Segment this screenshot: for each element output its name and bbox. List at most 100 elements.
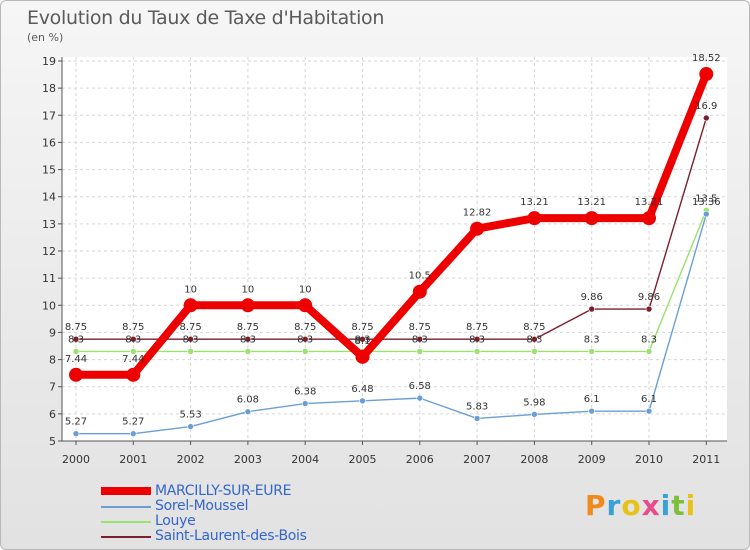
point-saint-laurent-2008 — [531, 335, 538, 343]
y-tick-label-11: 11 — [42, 272, 56, 285]
y-tick-label-9: 9 — [49, 326, 56, 339]
point-marcilly-2010 — [642, 211, 656, 226]
point-saint-laurent-2003 — [244, 335, 252, 343]
point-louye-2009 — [588, 348, 596, 355]
data-label-louye-2010: 8.3 — [641, 334, 657, 345]
point-louye-2004 — [301, 348, 309, 355]
point-saint-laurent-2006 — [416, 335, 424, 343]
x-tick-label-2007: 2007 — [463, 453, 491, 466]
data-label-marcilly-2009: 13.21 — [577, 197, 606, 208]
data-label-saint-laurent-2005: 8.75 — [351, 322, 373, 333]
data-label-sorel-2005: 6.48 — [351, 384, 373, 395]
x-tick-label-2004: 2004 — [291, 453, 319, 466]
data-label-louye-2006: 8.3 — [412, 334, 428, 345]
point-louye-2002 — [187, 348, 194, 355]
data-label-marcilly-2006: 10.5 — [409, 271, 431, 282]
point-marcilly-2004 — [298, 298, 313, 313]
point-sorel-2007 — [473, 415, 481, 422]
data-label-louye-2003: 8.3 — [240, 334, 256, 345]
data-label-sorel-2008: 5.98 — [523, 397, 545, 408]
data-label-marcilly-2010: 13.21 — [635, 197, 664, 208]
y-tick-label-8: 8 — [49, 354, 56, 367]
grid-lines — [62, 57, 727, 442]
chart-title: Evolution du Taux de Taxe d'Habitation — [27, 7, 385, 29]
y-tick-label-17: 17 — [42, 109, 56, 122]
point-sorel-2005 — [359, 397, 366, 405]
y-tick-label-6: 6 — [49, 408, 56, 421]
point-sorel-2008 — [531, 411, 538, 418]
x-tick-label-2005: 2005 — [349, 453, 377, 466]
data-label-saint-laurent-2003: 8.75 — [237, 322, 259, 333]
legend-label-louye: Louye — [155, 513, 196, 529]
x-tick-label-2009: 2009 — [578, 453, 606, 466]
data-label-saint-laurent-2000: 8.75 — [65, 322, 87, 333]
x-tick-label-2000: 2000 — [62, 453, 90, 466]
point-marcilly-2000 — [69, 367, 83, 382]
legend-label-sorel: Sorel-Moussel — [155, 498, 249, 514]
logo-letter: t — [671, 489, 686, 522]
y-tick-label-10: 10 — [42, 299, 56, 312]
y-tick-label-15: 15 — [42, 164, 56, 177]
x-tick-label-2001: 2001 — [119, 453, 147, 466]
point-louye-2010 — [645, 348, 653, 355]
data-label-saint-laurent-2009: 9.86 — [581, 292, 603, 303]
point-sorel-2001 — [130, 430, 137, 437]
data-label-louye-2005: 8.3 — [355, 334, 371, 345]
point-louye-2003 — [244, 348, 252, 355]
chart-unit-label: (en %) — [27, 31, 64, 44]
data-label-marcilly-2001: 7.44 — [122, 354, 144, 365]
point-louye-2000 — [72, 348, 80, 355]
logo-letter: P — [585, 489, 607, 522]
point-sorel-2000 — [72, 430, 80, 437]
legend-swatch-sorel — [101, 506, 151, 508]
data-label-louye-2007: 8.3 — [469, 334, 485, 345]
data-label-louye-2008: 8.3 — [526, 334, 542, 345]
data-label-louye-2000: 8.3 — [68, 334, 84, 345]
data-label-marcilly-2008: 13.21 — [520, 197, 549, 208]
point-saint-laurent-2007 — [473, 335, 481, 343]
data-label-sorel-2004: 6.38 — [294, 387, 316, 398]
data-label-marcilly-2011: 18.52 — [692, 53, 721, 64]
data-label-marcilly-2005: 8.1 — [355, 336, 371, 347]
legend-label-saint-laurent: Saint-Laurent-des-Bois — [155, 528, 307, 544]
data-label-saint-laurent-2001: 8.75 — [122, 322, 144, 333]
point-sorel-2006 — [416, 394, 424, 402]
y-tick-label-5: 5 — [49, 435, 56, 448]
point-marcilly-2008 — [527, 211, 542, 226]
point-louye-2001 — [130, 348, 137, 355]
data-label-marcilly-2000: 7.44 — [65, 354, 87, 365]
point-saint-laurent-2009 — [588, 305, 596, 313]
logo-letter: i — [685, 489, 697, 522]
data-label-sorel-2003: 6.08 — [237, 395, 259, 406]
x-tick-label-2010: 2010 — [635, 453, 663, 466]
point-sorel-2010 — [645, 407, 653, 415]
data-labels: 8.75 8.75 8.75 8.75 8.75 8.75 8.75 8.75 8.75 9.86… — [65, 53, 721, 428]
point-louye-2008 — [531, 348, 538, 355]
data-label-saint-laurent-2007: 8.75 — [466, 322, 488, 333]
x-tick-label-2008: 2008 — [520, 453, 548, 466]
axes: 5 6 7 8 9 10 11 12 13 14 15 16 17 18 19 2000 2001 2002 200… — [42, 55, 727, 466]
point-sorel-2002 — [187, 423, 194, 430]
y-tick-label-14: 14 — [42, 191, 56, 204]
data-label-saint-laurent-2011: 16.9 — [695, 101, 717, 112]
logo-letter: o — [621, 489, 642, 522]
point-marcilly-2005 — [355, 349, 370, 364]
point-marcilly-2001 — [126, 367, 141, 382]
data-label-marcilly-2004: 10 — [299, 284, 312, 295]
point-marcilly-2003 — [240, 298, 255, 313]
legend-swatch-marcilly — [101, 487, 151, 495]
data-label-saint-laurent-2010: 9.86 — [638, 292, 660, 303]
logo-letter: i — [660, 489, 672, 522]
data-label-saint-laurent-2008: 8.75 — [523, 322, 545, 333]
x-tick-label-2002: 2002 — [177, 453, 205, 466]
series-lines — [69, 67, 714, 437]
data-label-saint-laurent-2002: 8.75 — [179, 322, 201, 333]
data-label-sorel-2001: 5.27 — [122, 417, 144, 428]
x-tick-label-2003: 2003 — [234, 453, 262, 466]
point-marcilly-2009 — [584, 211, 599, 226]
plot-area — [62, 57, 727, 441]
point-saint-laurent-2010 — [645, 305, 653, 313]
data-label-sorel-2011: 13.36 — [692, 197, 721, 208]
